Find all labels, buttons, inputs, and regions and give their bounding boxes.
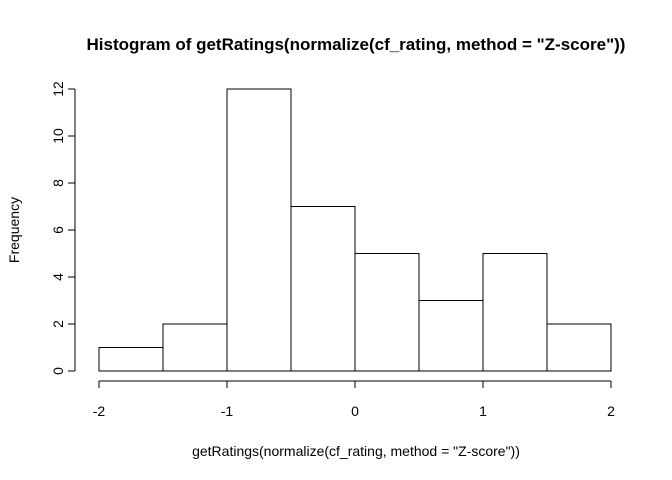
y-axis: 0 2 4 6 8 10 12 bbox=[50, 81, 76, 375]
y-tick-label: 8 bbox=[50, 179, 66, 187]
y-tick-label: 12 bbox=[50, 81, 66, 97]
y-tick-label: 10 bbox=[50, 128, 66, 144]
y-tick-label: 6 bbox=[50, 226, 66, 234]
histogram-bar bbox=[418, 300, 484, 372]
y-tick-label: 2 bbox=[50, 320, 66, 328]
histogram-bar bbox=[546, 323, 612, 372]
x-tick-label: -2 bbox=[93, 403, 106, 419]
histogram-bar bbox=[354, 253, 420, 372]
histogram-bar bbox=[98, 347, 164, 372]
x-axis: -2 -1 0 1 2 bbox=[93, 380, 615, 419]
y-tick-label: 4 bbox=[50, 273, 66, 281]
x-axis-label: getRatings(normalize(cf_rating, method =… bbox=[192, 443, 520, 459]
histogram-bar bbox=[482, 253, 548, 372]
bars-group bbox=[98, 88, 612, 372]
chart-title: Histogram of getRatings(normalize(cf_rat… bbox=[87, 35, 626, 54]
histogram-bar bbox=[290, 206, 356, 372]
x-tick-label: 2 bbox=[607, 403, 615, 419]
x-tick-label: 1 bbox=[479, 403, 487, 419]
y-tick-label: 0 bbox=[50, 367, 66, 375]
x-tick-label: 0 bbox=[351, 403, 359, 419]
histogram-bar bbox=[162, 323, 228, 372]
x-tick-label: -1 bbox=[221, 403, 234, 419]
histogram-bar bbox=[226, 88, 292, 372]
y-axis-label: Frequency bbox=[6, 197, 22, 263]
